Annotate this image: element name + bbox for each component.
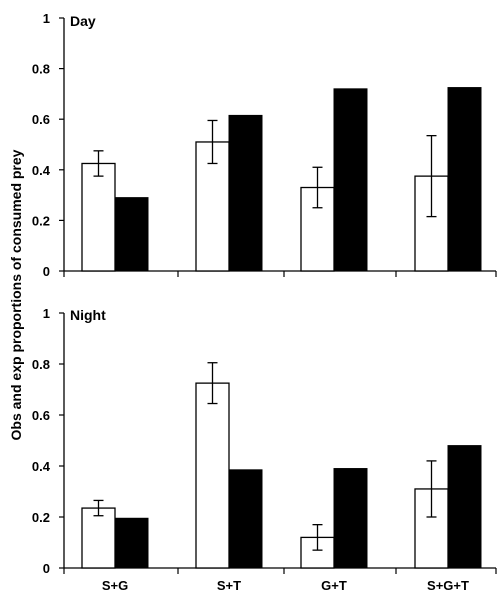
- x-tick-label: S+G: [102, 578, 128, 593]
- y-tick-label: 0.6: [32, 408, 50, 423]
- bar-observed: [195, 382, 230, 569]
- x-tick-label: S+G+T: [427, 578, 469, 593]
- y-tick-label: 0: [43, 561, 50, 576]
- bar-expected: [114, 517, 149, 569]
- panel-label: Night: [70, 307, 106, 323]
- bar-expected: [447, 445, 482, 569]
- y-tick-label: 0.6: [32, 112, 50, 127]
- panel-day: 0 0.2 0.4 0.6 0.8 1 Day: [32, 11, 497, 279]
- bar-observed: [81, 162, 116, 272]
- y-tick-label: 0.4: [32, 163, 51, 178]
- bar-expected: [333, 468, 368, 569]
- bar-observed: [195, 141, 230, 272]
- y-tick-label: 0.8: [32, 62, 50, 77]
- bar-expected: [114, 197, 149, 272]
- bar-expected: [228, 114, 263, 272]
- y-tick-label: 0.8: [32, 357, 50, 372]
- y-tick-label: 0: [43, 264, 50, 279]
- y-axis-title: Obs and exp proportions of consumed prey: [8, 149, 24, 440]
- bar-expected: [333, 88, 368, 272]
- bar-expected: [447, 87, 482, 272]
- y-tick-label: 1: [43, 11, 50, 26]
- bar-observed: [414, 175, 449, 272]
- x-tick-label: S+T: [217, 578, 241, 593]
- panel-night: 0 0.2 0.4 0.6 0.8 1 Night S+G S+T G+T S+G+T: [32, 306, 497, 593]
- panel-label: Day: [70, 13, 96, 29]
- y-tick-label: 0.2: [32, 213, 50, 228]
- bar-observed: [81, 507, 116, 569]
- y-tick-label: 0.2: [32, 510, 50, 525]
- y-tick-label: 0.4: [32, 459, 51, 474]
- y-tick-label: 1: [43, 306, 50, 321]
- bar-expected: [228, 469, 263, 569]
- x-tick-label: G+T: [321, 578, 347, 593]
